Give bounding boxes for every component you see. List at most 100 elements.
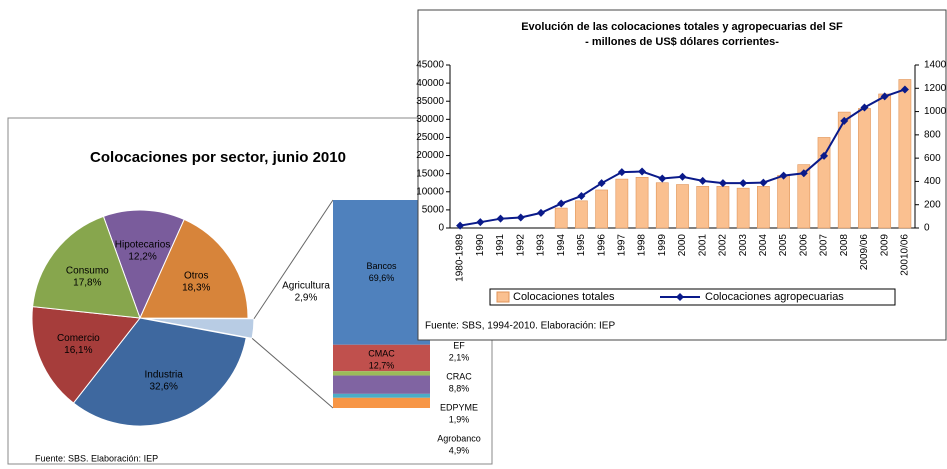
segment-value: 1,9%	[449, 414, 470, 424]
x-tick-label: 2005	[778, 234, 789, 257]
stack-segment	[333, 393, 430, 398]
x-tick-label: 2009/06	[859, 234, 870, 271]
x-tick-label: 1999	[657, 234, 668, 257]
y-tick-label: 45000	[416, 60, 444, 71]
segment-value: 69,6%	[369, 273, 395, 283]
slice-value: 16,1%	[64, 345, 92, 356]
x-tick-label: 2007	[819, 234, 830, 257]
bar	[615, 178, 629, 229]
y2-tick-label: 800	[924, 129, 941, 140]
line-marker	[799, 169, 808, 178]
y-tick-label: 30000	[416, 114, 444, 125]
segment-label: Agrobanco	[437, 433, 481, 443]
bar	[817, 137, 831, 229]
line-marker	[718, 179, 727, 188]
bar	[676, 184, 689, 229]
line-marker	[900, 85, 909, 94]
slice-label: Consumo	[66, 265, 109, 276]
x-tick-label: 1980-1989	[455, 234, 466, 282]
connector	[251, 337, 334, 409]
line-marker	[597, 179, 606, 188]
slice-value: 17,8%	[73, 277, 101, 288]
segment-label: EF	[453, 340, 465, 350]
x-tick-label: 1990	[475, 234, 486, 257]
y2-tick-label: 1400	[924, 60, 947, 71]
y2-tick-label: 1200	[924, 83, 947, 94]
pie-slice	[72, 317, 247, 427]
x-tick-label: 2000	[677, 234, 688, 257]
legend-swatch	[676, 293, 684, 301]
slice-label: Industria	[144, 369, 183, 380]
stack-segment	[333, 371, 430, 376]
pie-slice	[145, 318, 255, 339]
combo-source: Fuente: SBS, 1994-2010. Elaboración: IEP	[425, 321, 615, 332]
y-tick-label: 20000	[416, 150, 444, 161]
y2-tick-label: 200	[924, 199, 941, 210]
y-tick-label: 35000	[416, 96, 444, 107]
bar	[595, 189, 608, 229]
line-marker	[516, 213, 525, 222]
segment-label: Bancos	[366, 261, 397, 271]
y-tick-label: 5000	[422, 205, 445, 216]
x-tick-label: 1996	[596, 234, 607, 257]
segment-value: 12,7%	[369, 360, 395, 370]
y-tick-label: 15000	[416, 168, 444, 179]
stack-segment	[333, 375, 430, 394]
line-marker	[698, 176, 707, 185]
legend-label: Colocaciones totales	[513, 291, 615, 303]
combo-chart: 0500010000150002000025000300003500040000…	[416, 60, 947, 306]
pie-slice	[31, 306, 141, 404]
line-marker	[658, 174, 667, 183]
x-tick-label: 2001	[697, 234, 708, 257]
x-tick-label: 1998	[637, 234, 648, 257]
x-tick-label: 2006	[798, 234, 809, 257]
bar	[575, 200, 588, 229]
y-tick-label: 25000	[416, 132, 444, 143]
combo-title: Evolución de las colocaciones totales y …	[521, 21, 843, 33]
x-tick-label: 2002	[718, 234, 729, 257]
bar	[554, 207, 568, 229]
line-marker	[476, 218, 485, 227]
bar	[797, 164, 811, 229]
slice-value: 2,9%	[295, 293, 318, 304]
pie-slice	[32, 215, 141, 319]
bar	[837, 111, 851, 229]
x-tick-label: 2008	[839, 234, 850, 257]
pie-slice	[139, 218, 249, 319]
pie-title: Colocaciones por sector, junio 2010	[90, 149, 346, 166]
line-marker	[638, 167, 647, 176]
slice-value: 32,6%	[149, 381, 177, 392]
connector	[253, 199, 334, 320]
segment-label: CMAC	[368, 348, 395, 358]
slice-label: Agricultura	[282, 281, 330, 292]
slice-label: Comercio	[57, 333, 100, 344]
slice-value: 12,2%	[128, 252, 156, 263]
line-marker	[739, 179, 748, 188]
y2-tick-label: 1000	[924, 106, 947, 117]
line-marker	[860, 103, 869, 112]
bar	[736, 187, 750, 229]
stack-segment	[333, 344, 430, 372]
stack-segment	[333, 200, 430, 345]
bar	[898, 79, 912, 229]
legend-label: Colocaciones agropecuarias	[705, 291, 844, 303]
x-tick-label: 2004	[758, 234, 769, 257]
line-marker	[617, 168, 626, 177]
line-marker	[779, 171, 788, 180]
bar	[696, 186, 710, 229]
bar	[878, 93, 892, 229]
y2-tick-label: 0	[924, 223, 930, 234]
bar	[635, 176, 649, 229]
line-marker	[577, 191, 586, 200]
y2-tick-label: 400	[924, 176, 941, 187]
line-marker	[557, 199, 566, 208]
slice-value: 18,3%	[182, 282, 210, 293]
pie-slice	[102, 209, 185, 320]
stack-segment	[333, 397, 430, 408]
bar	[777, 175, 790, 229]
bar	[858, 108, 871, 229]
slice-label: Hipotecarios	[115, 240, 171, 251]
line-marker	[820, 151, 829, 160]
segment-label: CRAC	[446, 371, 472, 381]
